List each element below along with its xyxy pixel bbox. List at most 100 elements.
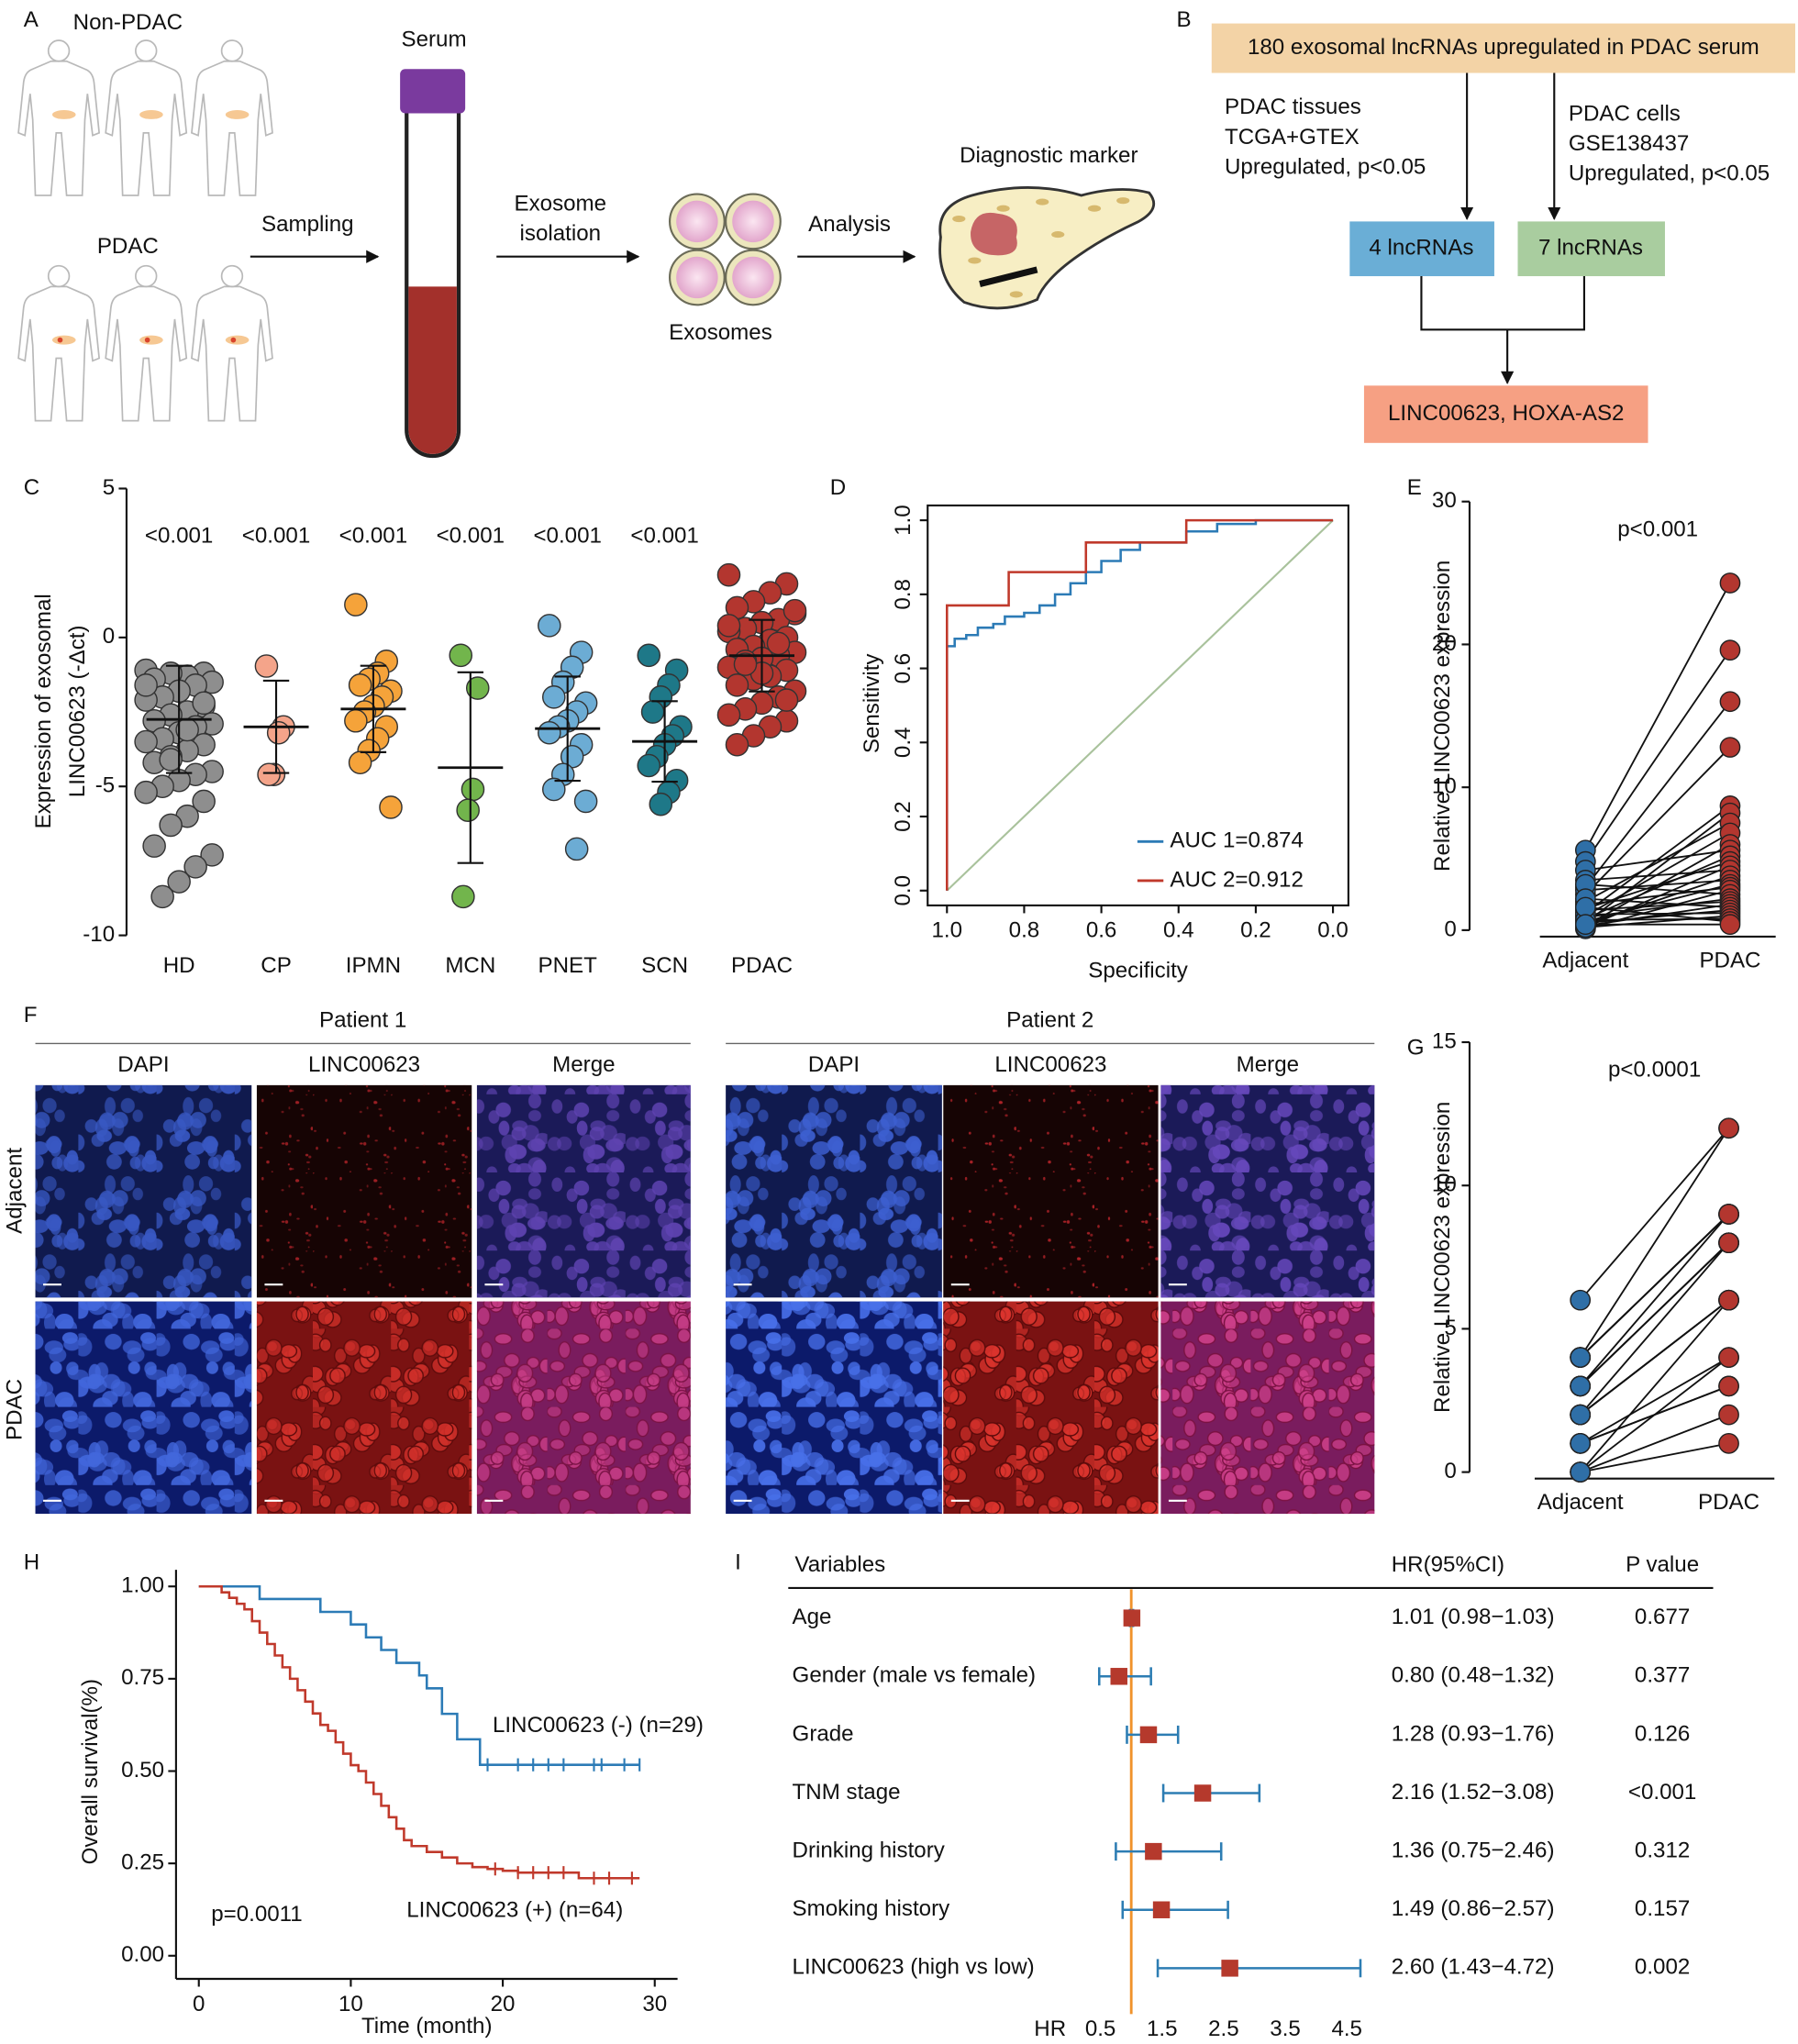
dot	[640, 700, 665, 724]
x-tick-label: 10	[339, 1992, 363, 2016]
row-label: Gender (male vs female)	[793, 1663, 1036, 1688]
tumor	[971, 212, 1017, 256]
pair-line	[1579, 1213, 1730, 1387]
channel-label: Merge	[552, 1052, 615, 1077]
dot	[716, 562, 741, 587]
hr-label: 2.16 (1.52−3.08)	[1392, 1780, 1555, 1805]
dot	[1574, 914, 1596, 936]
tumor-icon	[230, 337, 237, 343]
pair-line	[1584, 746, 1731, 895]
panel-label: C	[24, 475, 39, 500]
y-tick-label: 0	[103, 624, 115, 649]
dot	[348, 750, 372, 775]
y-tick-label: 5	[103, 475, 115, 500]
dot	[344, 593, 368, 617]
x-axis-label: HR	[1034, 2016, 1066, 2041]
pair-line	[1585, 900, 1731, 912]
pair-line	[1585, 909, 1731, 925]
spot	[1116, 197, 1130, 205]
box-label: LINC00623, HOXA-AS2	[1388, 401, 1624, 426]
dot	[541, 685, 566, 709]
survival-curve	[198, 1584, 640, 1766]
p-value: <0.001	[242, 523, 310, 548]
x-tick-label: 1.0	[932, 918, 963, 943]
exosome	[676, 256, 718, 299]
y-tick-label: -5	[95, 773, 115, 798]
panel-label: E	[1407, 475, 1422, 500]
column-header: P value	[1626, 1552, 1699, 1577]
p-value: 0.126	[1635, 1721, 1690, 1746]
dot	[649, 792, 673, 816]
dot	[733, 652, 758, 676]
pancreas-icon	[225, 335, 250, 345]
dot	[1570, 1375, 1592, 1397]
dot	[266, 720, 291, 745]
exosome	[732, 200, 774, 243]
micrograph-texture	[943, 1301, 1159, 1515]
panel-label: I	[735, 1550, 741, 1574]
row-label: PDAC	[3, 1379, 28, 1440]
pair-line	[1580, 1442, 1729, 1473]
y-tick-label: -10	[83, 922, 115, 947]
panel-label: A	[24, 7, 39, 32]
p-value: <0.001	[533, 523, 601, 548]
dot	[1718, 1404, 1739, 1426]
dot	[564, 837, 589, 861]
p-value: <0.001	[1628, 1780, 1696, 1805]
y-axis-label: Expression of exosomal	[31, 594, 56, 828]
hr-label: 1.49 (0.86−2.57)	[1392, 1896, 1555, 1921]
micrograph-texture	[1160, 1084, 1375, 1298]
exosome	[676, 200, 718, 243]
dot	[254, 654, 279, 678]
micrograph-texture	[256, 1301, 472, 1515]
person-icon	[105, 264, 188, 422]
hr-marker	[1110, 1668, 1127, 1685]
head	[47, 264, 71, 288]
micrograph-texture	[476, 1084, 691, 1298]
dot	[348, 673, 372, 697]
micrograph-texture	[1160, 1301, 1375, 1515]
pair-line	[1579, 1128, 1730, 1301]
pair-line	[1580, 1299, 1730, 1416]
person-icon	[17, 264, 101, 422]
x-tick-label: 20	[491, 1992, 516, 2016]
group-label: PDAC	[97, 234, 159, 259]
dot	[1719, 639, 1741, 661]
pair-line	[1585, 883, 1731, 895]
body	[105, 60, 188, 196]
spot	[952, 216, 966, 223]
pair-line	[1584, 701, 1731, 888]
pair-line	[1584, 812, 1731, 924]
connector	[1420, 276, 1585, 331]
dot	[456, 798, 480, 822]
spot	[996, 205, 1010, 212]
dot	[538, 720, 561, 745]
flow-note: PDAC cells	[1569, 101, 1681, 126]
group-label: Non-PDAC	[73, 10, 183, 35]
roc-line	[946, 518, 1334, 891]
person-icon	[191, 264, 273, 422]
spot	[1036, 198, 1049, 206]
dot	[774, 688, 799, 712]
y-tick-label: 1.00	[121, 1573, 164, 1598]
dot	[1718, 1433, 1739, 1454]
dot	[1719, 572, 1741, 594]
hr-label: 1.28 (0.93−1.76)	[1392, 1721, 1555, 1746]
x-tick-label: 0.4	[1163, 918, 1194, 943]
micrograph-texture	[476, 1301, 691, 1515]
pair-line	[1579, 1128, 1730, 1359]
micrograph-texture	[726, 1084, 942, 1298]
patient-title: Patient 1	[319, 1008, 406, 1033]
y-tick-label: 0.50	[121, 1758, 164, 1783]
pair-line	[1585, 915, 1731, 928]
dot	[1570, 1289, 1592, 1311]
label: Exosomes	[669, 320, 772, 345]
step-label: isolation	[520, 221, 602, 246]
survival-curve	[198, 1584, 640, 1880]
row-label: Grade	[793, 1721, 854, 1746]
spot	[1009, 291, 1023, 298]
person-icon	[17, 39, 101, 196]
p-value: 0.677	[1635, 1605, 1690, 1629]
